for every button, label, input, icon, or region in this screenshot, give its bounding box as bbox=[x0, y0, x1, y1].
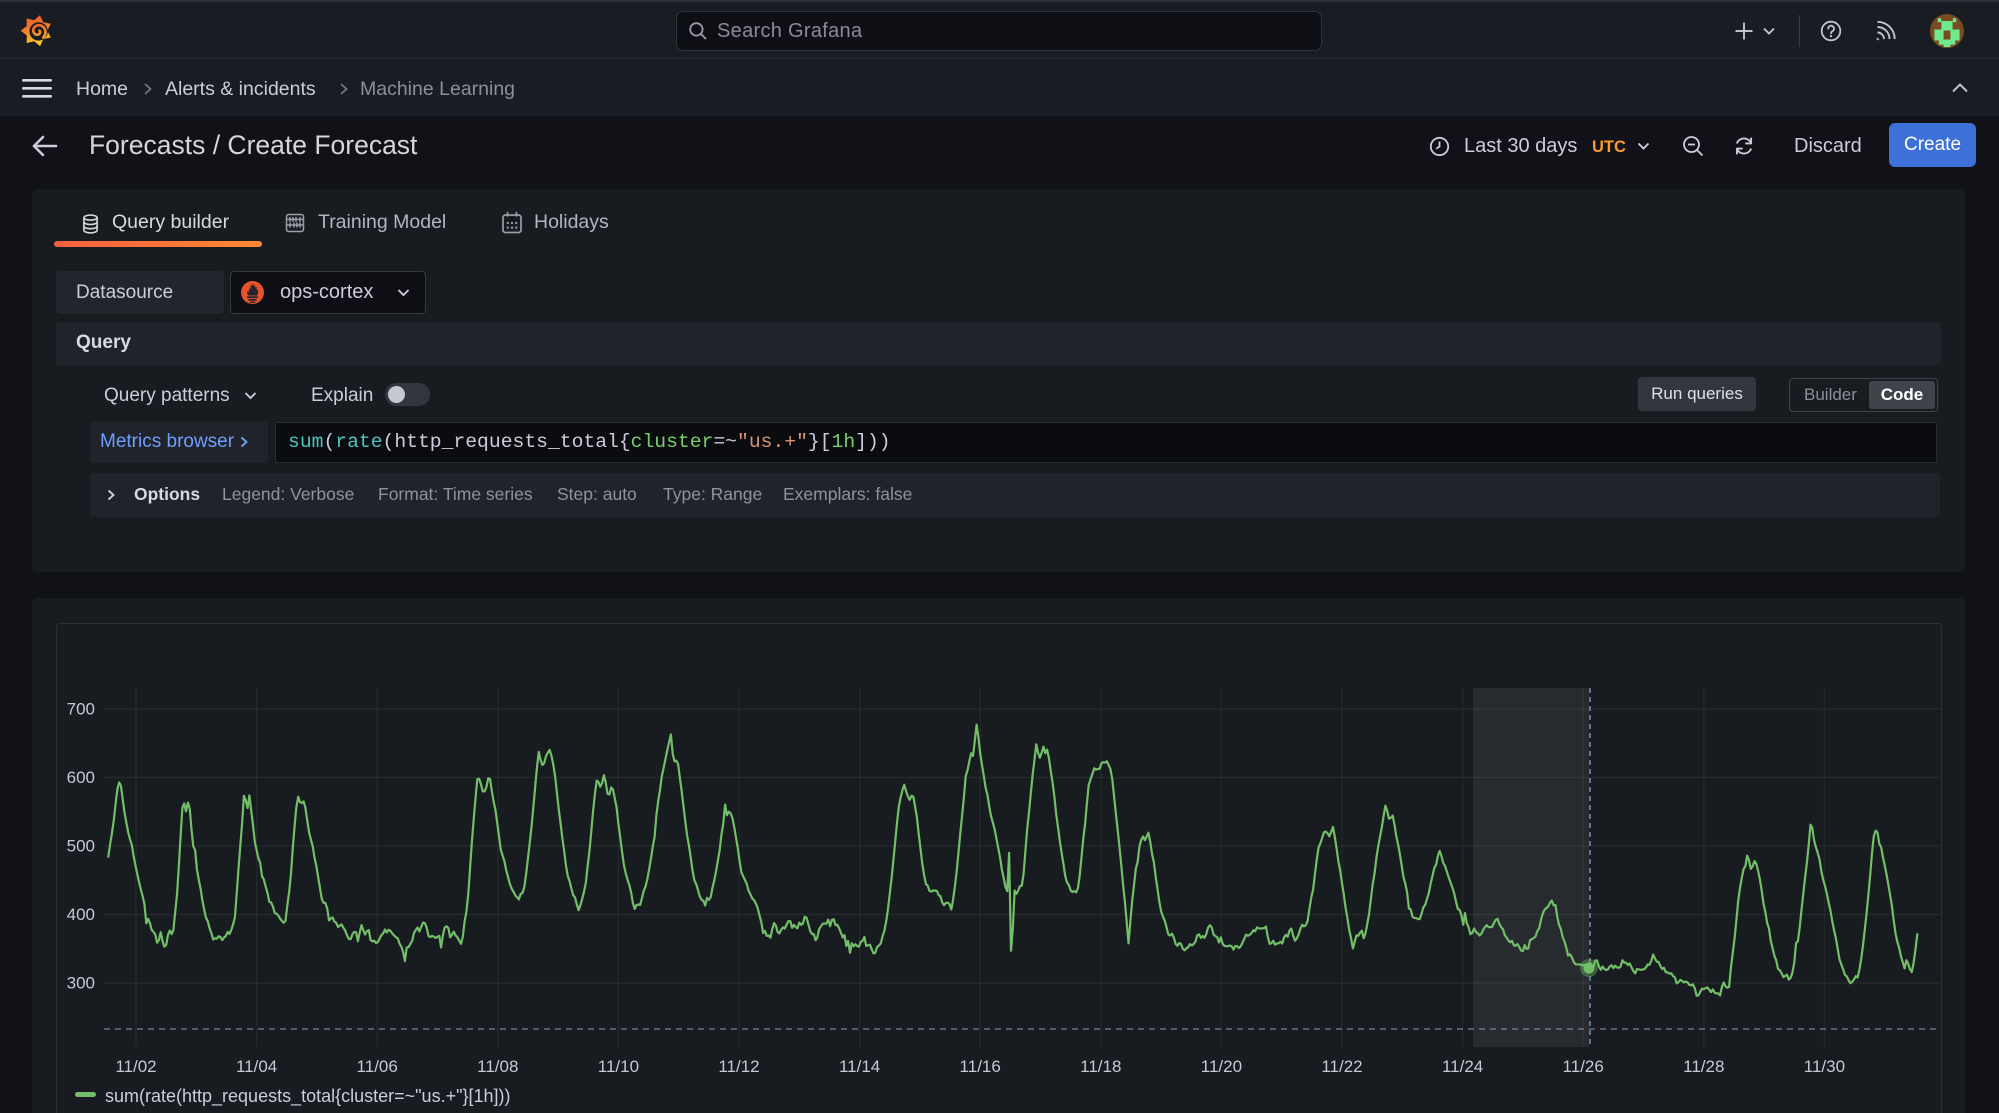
svg-text:300: 300 bbox=[67, 974, 95, 993]
svg-text:11/30: 11/30 bbox=[1804, 1057, 1845, 1076]
svg-text:11/08: 11/08 bbox=[477, 1057, 518, 1076]
svg-text:400: 400 bbox=[67, 905, 95, 924]
svg-text:11/02: 11/02 bbox=[115, 1057, 156, 1076]
svg-text:11/22: 11/22 bbox=[1321, 1057, 1362, 1076]
svg-text:11/10: 11/10 bbox=[598, 1057, 639, 1076]
svg-text:11/20: 11/20 bbox=[1201, 1057, 1242, 1076]
svg-text:11/14: 11/14 bbox=[839, 1057, 880, 1076]
svg-text:700: 700 bbox=[67, 700, 95, 719]
svg-text:600: 600 bbox=[67, 768, 95, 787]
svg-text:11/28: 11/28 bbox=[1683, 1057, 1724, 1076]
svg-text:11/04: 11/04 bbox=[236, 1057, 277, 1076]
svg-text:11/18: 11/18 bbox=[1080, 1057, 1121, 1076]
svg-text:11/06: 11/06 bbox=[357, 1057, 398, 1076]
svg-text:11/26: 11/26 bbox=[1563, 1057, 1604, 1076]
svg-text:11/16: 11/16 bbox=[960, 1057, 1001, 1076]
svg-text:11/24: 11/24 bbox=[1442, 1057, 1483, 1076]
svg-text:11/12: 11/12 bbox=[718, 1057, 759, 1076]
svg-text:sum(rate(http_requests_total{c: sum(rate(http_requests_total{cluster=~"u… bbox=[105, 1086, 511, 1107]
svg-text:500: 500 bbox=[67, 837, 95, 856]
